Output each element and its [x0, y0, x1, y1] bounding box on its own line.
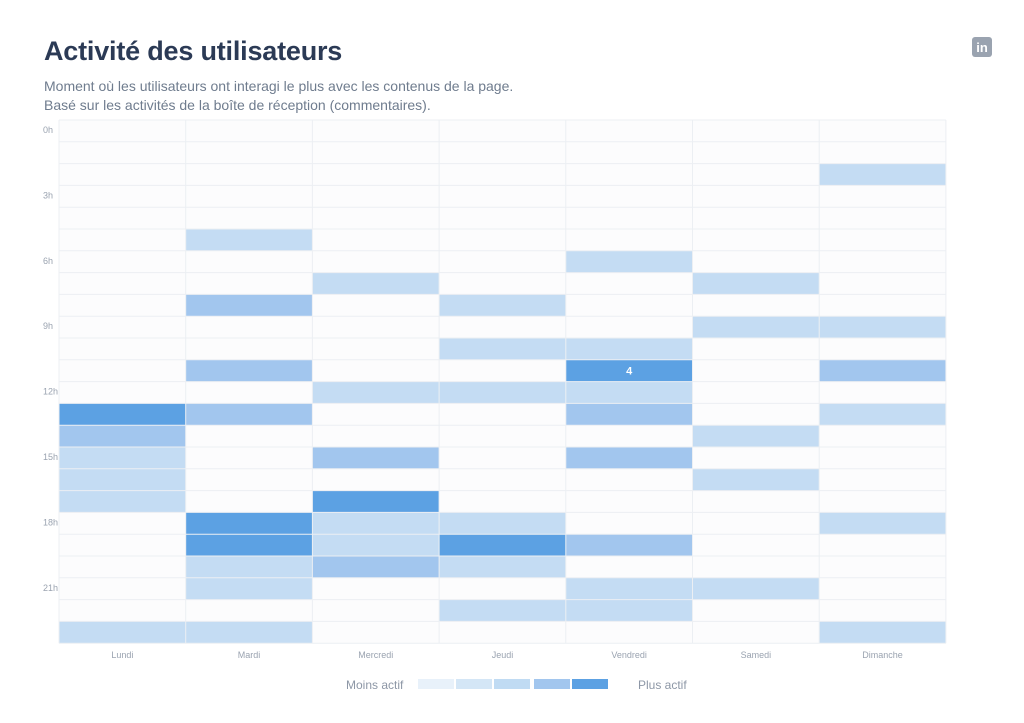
heatmap-cell	[819, 403, 946, 426]
heatmap-cell	[59, 468, 186, 491]
day-tick-label: Samedi	[741, 650, 772, 660]
heatmap-cell	[439, 512, 566, 535]
heatmap-cell	[439, 534, 566, 556]
heatmap-cell	[312, 534, 440, 556]
heatmap-cell	[565, 338, 693, 360]
heatmap-cell	[692, 316, 820, 338]
heatmap-cell	[439, 338, 566, 360]
heatmap-cell	[692, 272, 820, 295]
heatmap-cell	[692, 425, 820, 447]
heatmap-cell	[312, 512, 440, 535]
hour-tick-label: 6h	[43, 256, 53, 266]
heatmap-cell	[565, 577, 693, 600]
heatmap-cell	[185, 512, 313, 535]
heatmap-cell	[185, 534, 313, 556]
day-tick-label: Mardi	[238, 650, 261, 660]
heatmap-cell	[439, 556, 566, 578]
legend-min-label: Moins actif	[346, 678, 404, 692]
heatmap-cell	[565, 381, 693, 404]
hour-tick-label: 3h	[43, 190, 53, 200]
day-tick-label: Jeudi	[492, 650, 514, 660]
legend-swatch	[494, 679, 530, 689]
day-tick-label: Vendredi	[611, 650, 647, 660]
heatmap-cell	[312, 381, 440, 404]
heatmap-cell	[565, 359, 693, 382]
heatmap-cell	[439, 294, 566, 317]
heatmap-cell	[59, 403, 186, 426]
legend-swatch	[534, 679, 570, 689]
heatmap-cell	[565, 250, 693, 273]
day-tick-label: Dimanche	[862, 650, 903, 660]
heatmap-cell	[185, 621, 313, 644]
hour-tick-label: 0h	[43, 125, 53, 135]
heatmap-cell	[819, 621, 946, 644]
heatmap-cell	[59, 447, 186, 469]
legend-swatch	[572, 679, 608, 689]
legend-swatch	[418, 679, 454, 689]
legend-max-label: Plus actif	[638, 678, 687, 692]
heatmap-cell	[312, 447, 440, 469]
heatmap-cell	[312, 556, 440, 578]
hour-tick-label: 9h	[43, 321, 53, 331]
heatmap-cell	[185, 229, 313, 251]
page-title: Activité des utilisateurs	[44, 36, 343, 66]
heatmap-cell	[185, 556, 313, 578]
heatmap-cell	[565, 534, 693, 556]
hour-tick-label: 21h	[43, 583, 58, 593]
hour-tick-label: 15h	[43, 452, 58, 462]
heatmap-cell	[185, 294, 313, 317]
linkedin-icon[interactable]: in	[972, 37, 992, 57]
heatmap-cell	[565, 447, 693, 469]
heatmap-cell	[819, 359, 946, 382]
subtitle-line-2: Basé sur les activités de la boîte de ré…	[44, 97, 431, 113]
heatmap-cell	[312, 490, 440, 513]
heatmap-cell	[439, 381, 566, 404]
heatmap-cell	[819, 316, 946, 338]
heatmap-cell	[692, 577, 820, 600]
heatmap-cell	[59, 490, 186, 513]
day-tick-label: Mercredi	[358, 650, 393, 660]
heatmap-cell	[185, 577, 313, 600]
cell-value-label: 4	[626, 366, 633, 378]
heatmap-cell	[565, 599, 693, 622]
legend: Moins actif Plus actif	[0, 676, 1024, 696]
heatmap-cell	[59, 425, 186, 447]
heatmap-cell	[185, 403, 313, 426]
legend-swatch	[456, 679, 492, 689]
heatmap-cell	[692, 468, 820, 491]
day-tick-label: Lundi	[111, 650, 133, 660]
heatmap-cell	[819, 512, 946, 535]
heatmap-cell	[59, 621, 186, 644]
heatmap-cell	[185, 359, 313, 382]
heatmap-cell	[439, 599, 566, 622]
subtitle-line-1: Moment où les utilisateurs ont interagi …	[44, 78, 514, 94]
hour-tick-label: 18h	[43, 517, 58, 527]
heatmap-cell	[312, 272, 440, 295]
heatmap-cell	[819, 163, 946, 186]
heatmap-cell	[565, 403, 693, 426]
hour-tick-label: 12h	[43, 387, 58, 397]
